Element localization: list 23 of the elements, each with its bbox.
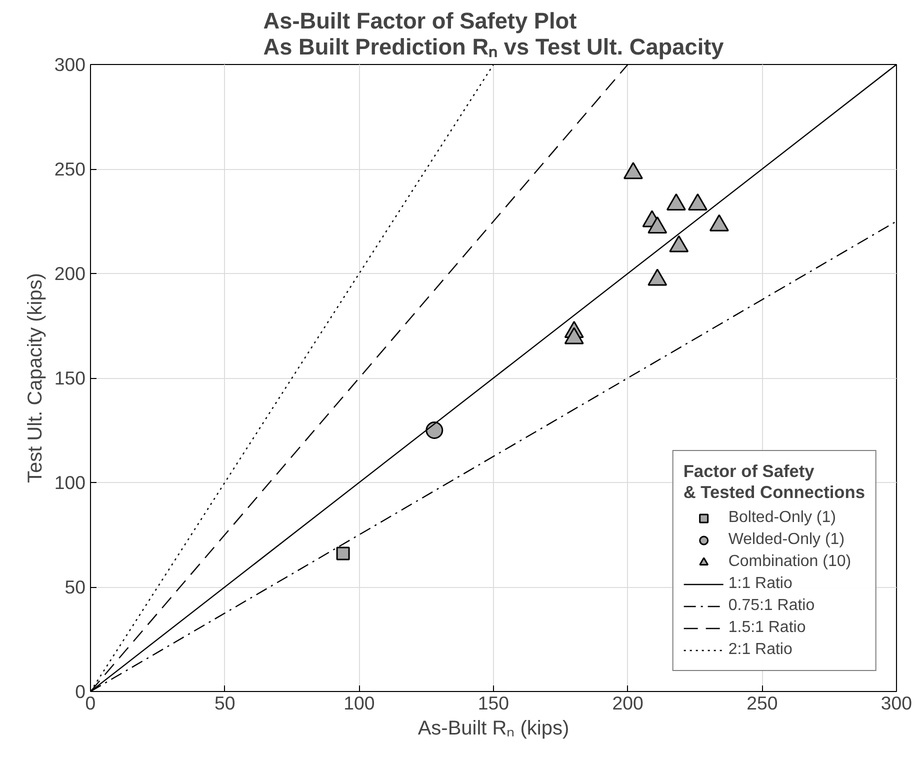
- legend-label: Welded-Only (1): [728, 531, 845, 549]
- y-tick-label: 200: [54, 263, 86, 284]
- legend-label: 1.5:1 Ratio: [728, 619, 806, 637]
- y-tick-label: 150: [54, 368, 86, 388]
- legend-label: 1:1 Ratio: [728, 575, 792, 593]
- y-tick-label: 250: [54, 158, 86, 180]
- legend-label: 0.75:1 Ratio: [728, 597, 815, 615]
- x-axis-title: As-Built Rₙ (kips): [418, 718, 570, 740]
- legend-title: Factor of Safety & Tested Connections: [683, 461, 865, 503]
- x-tick-label: 100: [344, 692, 375, 714]
- legend-label: Bolted-Only (1): [728, 509, 836, 527]
- x-tick-label: 300: [880, 692, 912, 714]
- x-tick-label: 200: [612, 692, 644, 714]
- y-tick-label: 50: [64, 576, 86, 598]
- chart-title: As-Built Factor of Safety Plot As Built Prediction Rₙ vs Test Ult. Capacity: [263, 8, 724, 60]
- legend-label: 2:1 Ratio: [728, 641, 792, 659]
- x-tick-label: 150: [478, 692, 510, 714]
- x-tick-label: 50: [214, 692, 236, 714]
- y-axis-title: Test Ult. Capacity (kips): [24, 272, 46, 484]
- legend-label: Combination (10): [728, 553, 852, 571]
- y-tick-label: 100: [54, 472, 86, 493]
- y-tick-label: 300: [54, 54, 86, 75]
- x-tick-label: 250: [746, 692, 778, 714]
